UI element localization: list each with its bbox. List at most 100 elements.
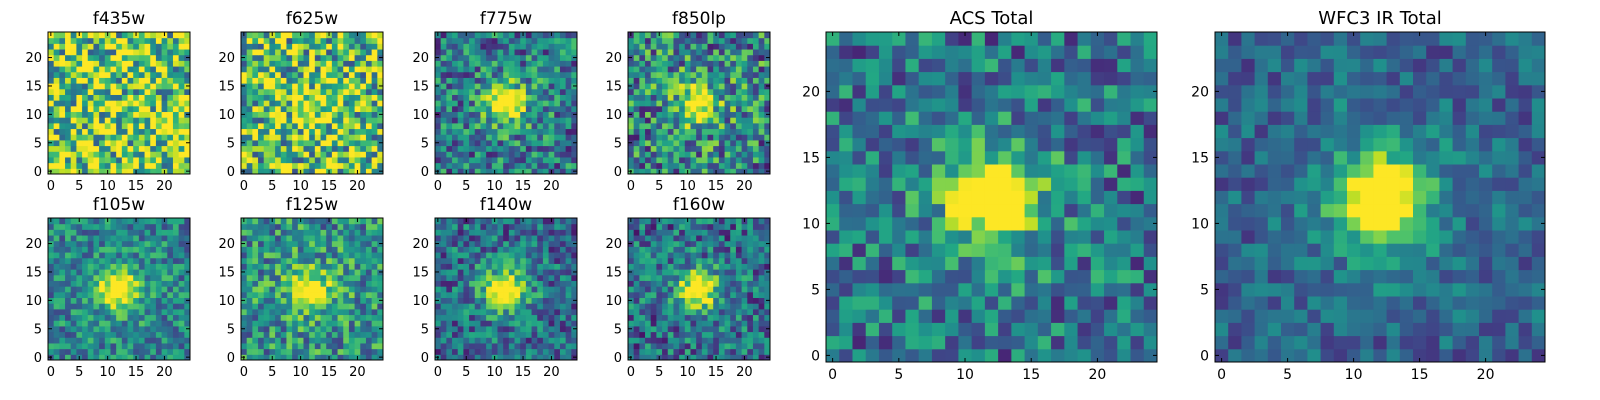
heatmap-cell — [542, 111, 550, 118]
heatmap-cell — [116, 331, 123, 338]
heatmap-cell — [440, 66, 447, 73]
heatmap-cell — [514, 100, 521, 107]
heatmap-cell — [99, 43, 106, 50]
heatmap-cell — [65, 66, 72, 73]
heatmap-cell — [133, 280, 140, 287]
heatmap-cell — [741, 105, 748, 113]
heatmap-cell — [508, 297, 516, 304]
heatmap-cell — [155, 66, 163, 73]
heatmap-cell — [127, 145, 134, 152]
heatmap-cell — [65, 43, 72, 50]
heatmap-cell — [491, 156, 498, 164]
heatmap-cell — [155, 151, 163, 158]
heatmap-cell — [452, 122, 459, 130]
heatmap-cell — [508, 49, 516, 56]
heatmap-cell — [548, 320, 555, 327]
heatmap-cell — [758, 325, 765, 333]
heatmap-cell — [446, 257, 453, 264]
heatmap-cell — [491, 257, 498, 264]
heatmap-cell — [161, 128, 168, 135]
heatmap-cell — [554, 77, 561, 84]
heatmap-cell — [82, 134, 89, 141]
heatmap-cell — [326, 257, 333, 264]
heatmap-cell — [571, 49, 578, 56]
heatmap-cell — [331, 139, 339, 147]
heatmap-cell — [348, 286, 356, 293]
heatmap-cell — [633, 49, 640, 56]
heatmap-cell — [280, 71, 287, 78]
heatmap-cell — [82, 337, 89, 344]
heatmap-cell — [474, 297, 481, 304]
heatmap-cell — [326, 37, 333, 44]
heatmap-cell — [314, 162, 322, 169]
heatmap-cell — [309, 308, 316, 316]
heatmap-cell — [343, 117, 350, 124]
heatmap-cell — [343, 263, 350, 270]
heatmap-cell — [263, 139, 270, 147]
heatmap-cell — [730, 145, 737, 152]
heatmap-cell — [525, 71, 533, 78]
heatmap-cell — [463, 43, 470, 50]
heatmap-cell — [531, 88, 538, 95]
heatmap-cell — [440, 43, 447, 50]
heatmap-cell — [252, 83, 259, 90]
heatmap-cell — [747, 43, 754, 50]
heatmap-cell — [246, 297, 253, 304]
heatmap-cell — [537, 274, 544, 281]
heatmap-cell — [59, 54, 66, 61]
heatmap-cell — [718, 77, 726, 84]
heatmap-cell — [679, 100, 686, 107]
heatmap-cell — [707, 37, 714, 44]
heatmap-cell — [514, 348, 521, 355]
heatmap-cell — [554, 83, 561, 90]
heatmap-cell — [747, 54, 754, 61]
heatmap-cell — [690, 60, 697, 67]
heatmap-cell — [76, 223, 83, 230]
heatmap-cell — [99, 240, 106, 247]
y-tick-label: 5 — [227, 136, 235, 151]
heatmap-cell — [303, 325, 310, 333]
heatmap-cell — [144, 134, 151, 141]
heatmap-cell — [348, 122, 356, 130]
heatmap-cell — [690, 297, 697, 304]
heatmap-cell — [292, 60, 299, 67]
heatmap-cell — [463, 263, 470, 270]
heatmap-cell — [667, 43, 674, 50]
heatmap-cell — [491, 71, 498, 78]
heatmap-cell — [469, 286, 476, 293]
heatmap-cell — [463, 280, 470, 287]
heatmap-cell — [457, 66, 464, 73]
heatmap-cell — [531, 320, 538, 327]
heatmap-cell — [650, 354, 657, 361]
heatmap-cell — [480, 240, 487, 247]
heatmap-cell — [497, 111, 504, 118]
heatmap-cell — [127, 337, 134, 344]
heatmap-cell — [133, 83, 140, 90]
heatmap-cell — [326, 314, 333, 321]
heatmap-cell — [167, 122, 174, 130]
heatmap-cell — [480, 291, 487, 299]
heatmap-cell — [360, 235, 367, 242]
heatmap-cell — [457, 240, 464, 247]
heatmap-cell — [110, 229, 117, 236]
heatmap-cell — [246, 235, 253, 242]
heatmap-cell — [537, 246, 544, 253]
heatmap-cell — [508, 354, 516, 361]
heatmap-cell — [673, 348, 680, 355]
heatmap-cell — [707, 325, 714, 333]
heatmap-cell — [360, 145, 367, 152]
heatmap-cell — [696, 128, 703, 135]
heatmap-cell — [752, 151, 760, 158]
heatmap-cell — [718, 280, 726, 287]
heatmap-cell — [548, 117, 555, 124]
heatmap-cell — [531, 223, 538, 230]
heatmap-cell — [314, 151, 322, 158]
heatmap-cell — [93, 229, 100, 236]
heatmap-cell — [320, 105, 327, 113]
heatmap-cell — [133, 303, 140, 310]
heatmap-cell — [263, 60, 270, 67]
heatmap-cell — [133, 240, 140, 247]
heatmap-cell — [679, 49, 686, 56]
heatmap-cell — [741, 77, 748, 84]
heatmap-cell — [303, 168, 310, 175]
